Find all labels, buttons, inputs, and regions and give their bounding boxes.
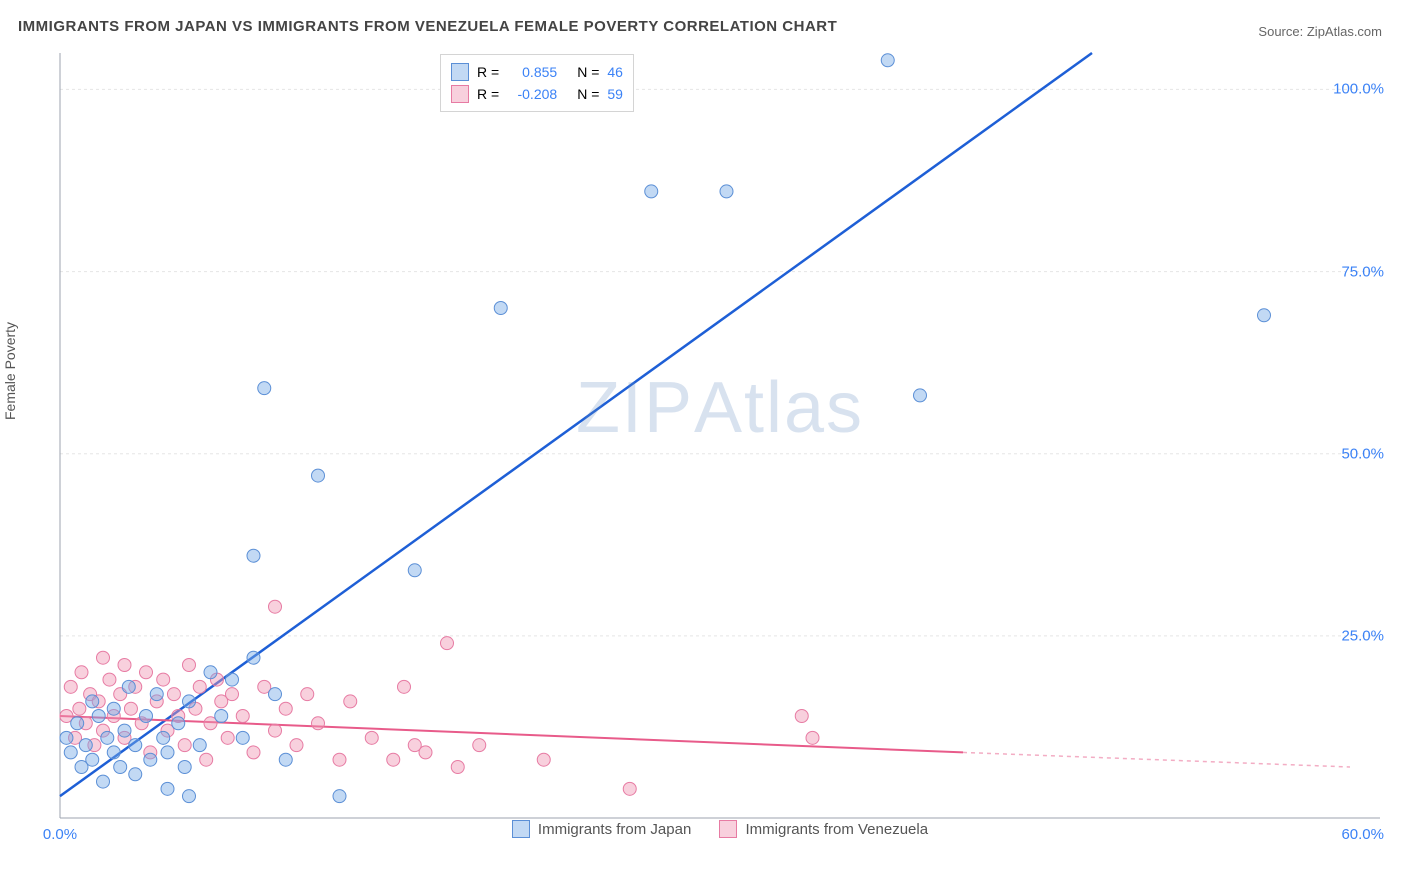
r-label-venezuela: R = <box>477 83 499 105</box>
legend-label-japan: Immigrants from Japan <box>538 821 691 838</box>
chart-title: IMMIGRANTS FROM JAPAN VS IMMIGRANTS FROM… <box>18 18 837 35</box>
legend-item-venezuela: Immigrants from Venezuela <box>719 820 928 838</box>
swatch-venezuela-bottom <box>719 820 737 838</box>
legend-row-japan: R = 0.855 N = 46 <box>451 61 623 83</box>
r-value-japan: 0.855 <box>507 61 557 83</box>
y-axis-label: Female Poverty <box>2 322 18 420</box>
source-attribution: Source: ZipAtlas.com <box>1258 24 1382 39</box>
source-label: Source: <box>1258 24 1303 39</box>
n-label-japan: N = <box>577 61 599 83</box>
r-label-japan: R = <box>477 61 499 83</box>
legend-series: Immigrants from Japan Immigrants from Ve… <box>50 820 1390 842</box>
swatch-venezuela <box>451 85 469 103</box>
legend-row-venezuela: R = -0.208 N = 59 <box>451 83 623 105</box>
y-tick-label: 25.0% <box>1341 627 1384 644</box>
swatch-japan <box>451 63 469 81</box>
n-value-venezuela: 59 <box>607 83 623 105</box>
chart-area: ZIPAtlas R = 0.855 N = 46 R = -0.208 N =… <box>50 48 1390 848</box>
source-site: ZipAtlas.com <box>1307 24 1382 39</box>
n-value-japan: 46 <box>607 61 623 83</box>
n-label-venezuela: N = <box>577 83 599 105</box>
r-value-venezuela: -0.208 <box>507 83 557 105</box>
y-tick-label: 50.0% <box>1341 445 1384 462</box>
y-tick-label: 100.0% <box>1333 81 1384 98</box>
chart-svg <box>50 48 1390 848</box>
y-tick-label: 75.0% <box>1341 263 1384 280</box>
legend-correlation: R = 0.855 N = 46 R = -0.208 N = 59 <box>440 54 634 112</box>
legend-label-venezuela: Immigrants from Venezuela <box>745 821 928 838</box>
legend-item-japan: Immigrants from Japan <box>512 820 691 838</box>
swatch-japan-bottom <box>512 820 530 838</box>
